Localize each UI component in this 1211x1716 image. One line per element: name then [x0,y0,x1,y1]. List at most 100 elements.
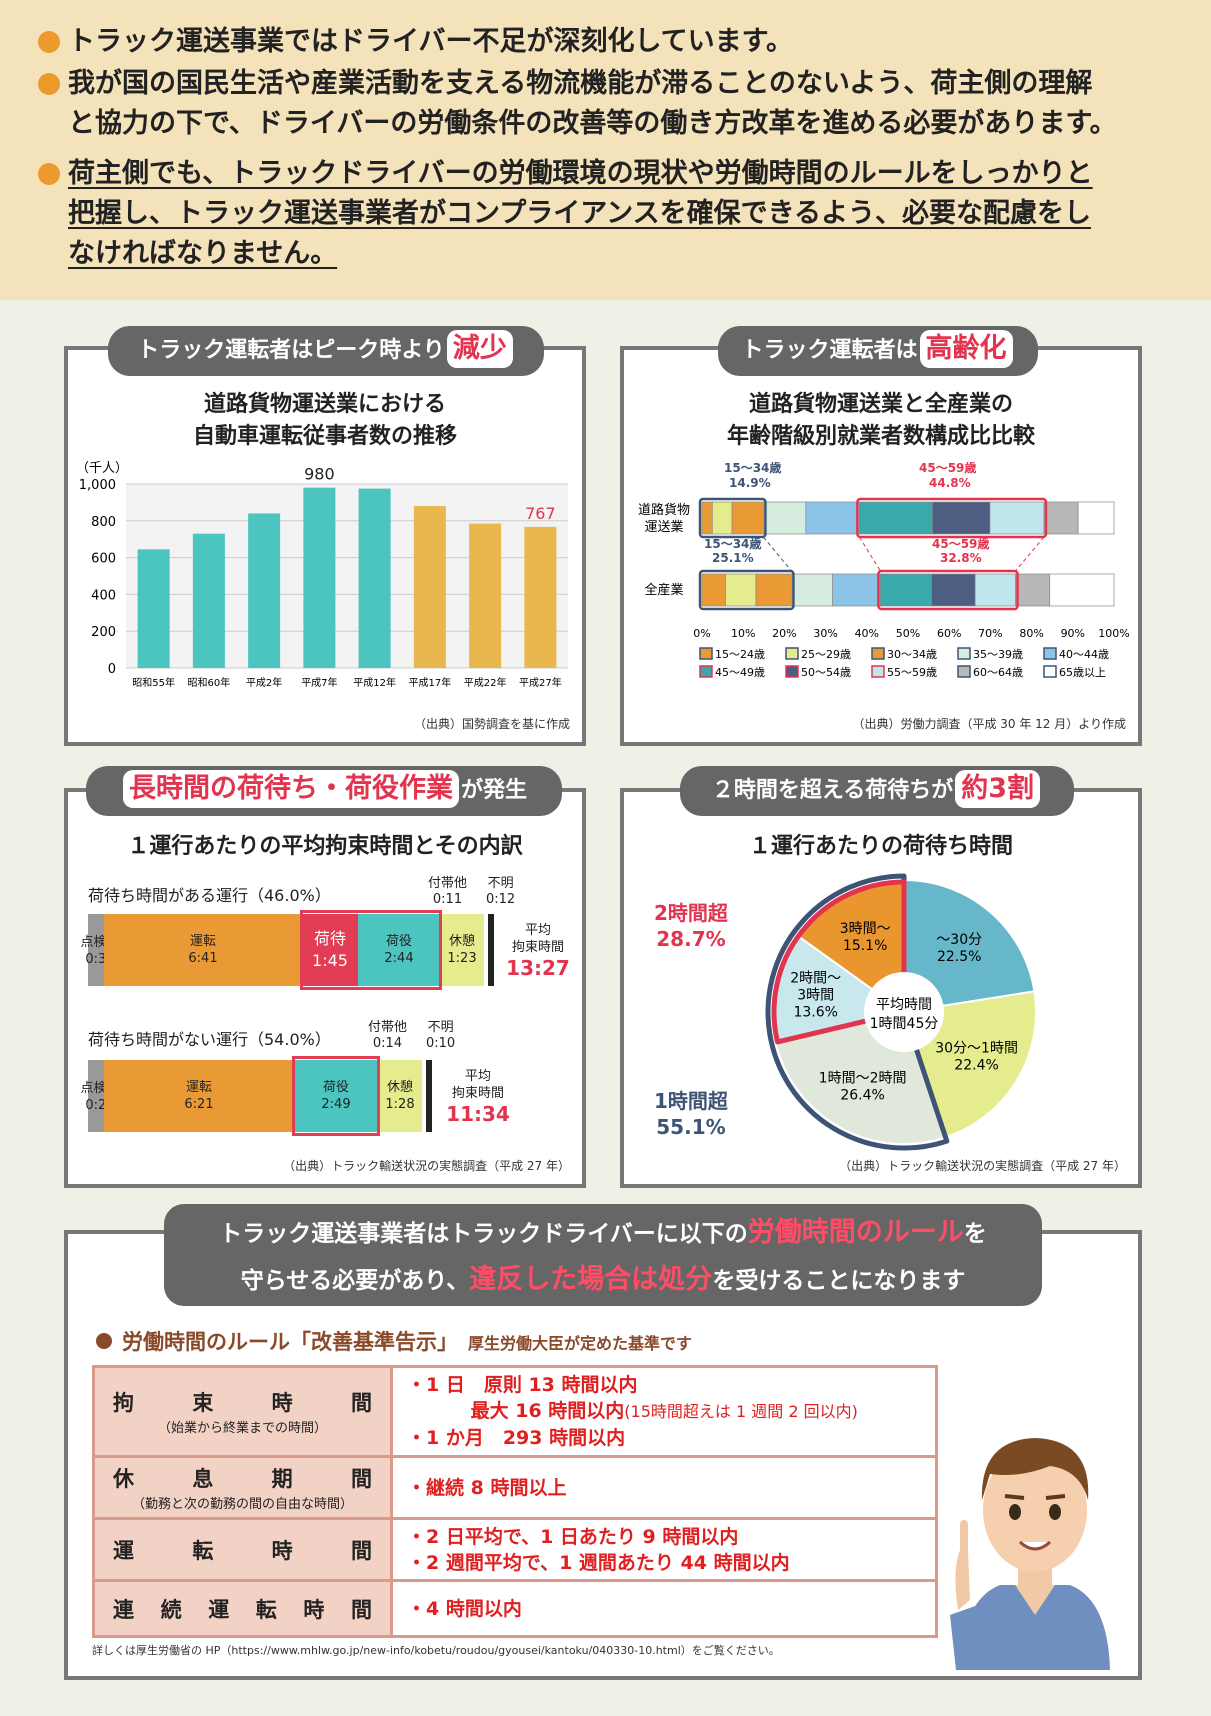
annotation: 45～59歳 [932,536,989,551]
highlight-middle [877,569,1019,611]
x-tick-label: 30% [813,627,837,640]
slice-label: 2時間～ [790,971,841,987]
center-label: 平均時間 [876,997,932,1013]
legend-label: 55～59歳 [887,666,937,679]
source-note: （出典）国勢調査を基に作成 [413,717,570,731]
intro-section: トラック運送事業ではドライバー不足が深刻化しています。 我が国の国民生活や産業活… [0,0,1211,300]
stack-segment [725,573,757,607]
y-tick-label: 800 [91,515,116,530]
row-label: 運送業 [644,519,683,535]
y-tick-label: 600 [91,552,116,567]
segment-driving: 運転 6:41 [104,914,302,986]
footnote: 詳しくは厚生労働省の HP（https://www.mhlw.go.jp/new… [92,1644,780,1657]
legend-label: 65歳以上 [1059,666,1106,679]
row-label: 道路貨物 [638,502,690,518]
orange-dot-icon [38,73,60,95]
slice-label: 22.4% [954,1058,998,1074]
stack-segment [763,501,807,535]
slice-label: 30分～1時間 [935,1041,1018,1057]
slice-label: 26.4% [840,1088,884,1104]
stack-segment [989,501,1045,535]
futai-label: 付帯他 0:14 [368,1020,408,1051]
legend-swatch [1043,665,1057,678]
highlight-young [698,497,767,539]
row-title: 荷待ち時間がある運行（46.0%） [88,886,331,905]
x-tick-label: 昭和60年 [188,676,231,689]
rule-row-driving: 運転時間 ・2 日平均で、1 日あたり 9 時間以内 ・2 週間平均で、1 週間あ… [92,1517,938,1582]
slice-label: 15.1% [843,938,887,954]
legend-label: 50～54歳 [801,666,851,679]
x-tick-label: 平成22年 [464,676,507,689]
x-tick-label: 60% [937,627,961,640]
rules-heading: 労働時間のルール「改善基準告示」 厚生労働大臣が定めた基準です [96,1326,692,1356]
slice-label: 3時間 [797,988,834,1004]
panel-title: １運行あたりの平均拘束時間とその内訳 [127,834,523,859]
fumei-label: 不明 0:10 [426,1020,456,1051]
legend-swatch [957,665,971,678]
rules-banner: トラック運送事業者はトラックドライバーに以下の労働時間のルールを 守らせる必要が… [164,1204,1042,1306]
rules-table: 拘束時間（始業から終業までの時間） ・1 日 原則 13 時間以内 最大 16 … [92,1365,938,1638]
annotation: 45～59歳 [919,462,976,475]
panel-title: 道路貨物運送業における [203,392,446,417]
segment-unknown [488,914,494,986]
total-time: 平均 拘束時間 13:27 [506,923,570,980]
row-label: 全産業 [644,582,683,598]
segment-inspection [88,914,104,986]
segment-break: 休憩 1:28 [378,1060,422,1132]
slice-label: ～30分 [936,932,982,948]
x-tick-label: 平成17年 [409,676,452,689]
waiting-time-panel: １運行あたりの荷待ち時間 ～30分 22.5% 30分～1時間 22.4% 1時間～2時… [620,788,1142,1188]
highlight-middle [856,497,1048,539]
connector [1015,536,1045,572]
x-tick-label: 0% [693,627,710,640]
bar [358,488,391,668]
panel-title: １運行あたりの荷待ち時間 [748,834,1013,859]
stack-segment [701,501,713,535]
over-2h-outline [771,879,907,1045]
legend-swatch [785,665,799,678]
legend-label: 30～34歳 [887,648,937,661]
segment-break: 休憩 1:23 [440,914,484,986]
stack-segment [974,573,1016,607]
panel-title: 道路貨物運送業と全産業の [748,392,1013,417]
legend-label: 40～44歳 [1059,648,1109,661]
x-tick-label: 90% [1061,627,1085,640]
stack-segment [731,501,764,535]
stack-segment [1043,501,1079,535]
handling-highlight-box [292,1056,380,1136]
rule-row-restraint: 拘束時間（始業から終業までの時間） ・1 日 原則 13 時間以内 最大 16 … [92,1365,938,1458]
center-label: 1時間45分 [870,1016,939,1032]
total-time: 平均 拘束時間 11:34 [446,1069,510,1126]
source-note: （出典）労働力調査（平成 30 年 12 月）より作成 [852,717,1126,731]
slice-label: 1時間～2時間 [819,1071,907,1087]
segment-driving: 運転 6:21 [104,1060,294,1132]
annotation: 32.8% [940,551,982,565]
x-tick-label: 平成7年 [301,676,337,689]
segment-unknown [426,1060,432,1132]
row-title: 荷待ち時間がない運行（54.0%） [88,1030,331,1049]
x-tick-label: 20% [772,627,796,640]
legend-swatch [1043,647,1057,660]
legend-swatch [699,665,713,678]
panel-title: 自動車運転従事者数の推移 [192,424,457,449]
driver-count-bar-chart: （千人） 0 200 400 600 800 1,000 昭和55年 昭和60年 平成2年 平成7年… [76,461,568,689]
data-label: 980 [304,465,335,484]
bar [413,506,446,668]
segment-waiting: 荷待 1:45 [302,914,358,986]
legend-swatch [957,647,971,660]
slice-label: 13.6% [793,1005,837,1021]
bar [524,526,557,668]
rule-row-rest: 休息期間（勤務と次の勤務の間の自由な時間） ・継続 8 時間以上 [92,1455,938,1520]
stack-segment [859,501,933,535]
stack-segment [1077,501,1115,535]
segment-other [484,914,488,986]
panel-pill: ２時間を超える荷待ちが 約3割 [680,766,1074,816]
x-tick-label: 10% [731,627,755,640]
intro-bullet-1: トラック運送事業ではドライバー不足が深刻化しています。 [38,22,793,62]
annotation: 15～34歳 [724,462,781,475]
bar [469,523,502,668]
stack-segment [701,573,726,607]
orange-dot-icon [38,31,60,53]
y-tick-label: 1,000 [79,478,116,493]
segment-handling: 荷役 2:44 [358,914,440,986]
